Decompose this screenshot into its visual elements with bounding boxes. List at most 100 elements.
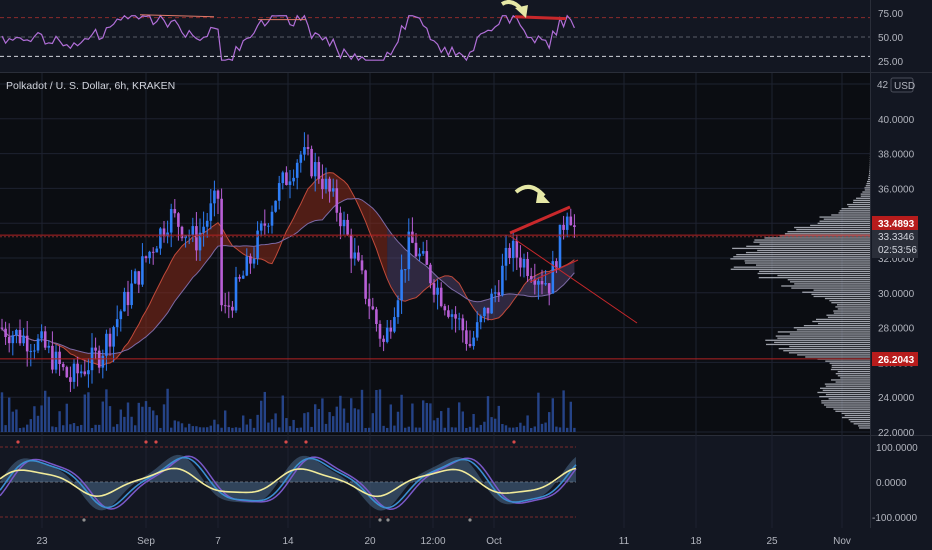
volume-bar (159, 427, 162, 432)
volume-bar (0, 392, 4, 432)
volume-profile-bar (833, 312, 870, 314)
candle-body (227, 305, 231, 307)
candle-body (414, 242, 418, 257)
volume-profile-bar (858, 425, 870, 427)
volume-bar (296, 427, 299, 432)
volume-profile-bar (841, 412, 870, 415)
volume-bar (144, 401, 148, 432)
candle-body (360, 260, 364, 271)
osc-signal-dot (284, 440, 288, 444)
volume-bar (76, 426, 79, 432)
candle-body (256, 230, 259, 259)
volume-bar (458, 402, 461, 432)
volume-bar (317, 408, 320, 432)
volume-profile-bar (777, 331, 870, 333)
price-tick-label: 40.0000 (878, 115, 915, 126)
volume-bar (364, 427, 367, 432)
volume-profile-bar (783, 350, 870, 352)
candle-body (504, 247, 508, 266)
volume-bar (569, 401, 572, 432)
candle-body (177, 213, 180, 227)
volume-profile-bar (840, 377, 870, 379)
volume-bar (386, 427, 389, 432)
volume-bar (508, 427, 511, 432)
candle-body (241, 275, 245, 279)
volume-profile-bar (826, 406, 870, 408)
volume-profile-bar (868, 174, 870, 176)
volume-bar (22, 427, 25, 432)
currency-label[interactable]: USD (894, 81, 915, 92)
time-tick-label: 14 (282, 536, 294, 547)
volume-bar (479, 424, 482, 432)
candle-body (180, 226, 184, 239)
volume-profile-bar (811, 293, 870, 295)
osc-signal-dot (82, 518, 86, 522)
candle-body (508, 247, 511, 259)
currency-button[interactable] (890, 77, 914, 93)
volume-bar (188, 423, 191, 432)
candle-body (432, 283, 436, 295)
oscillator-tick-label: 0.0000 (876, 478, 907, 489)
volume-profile-bar (745, 251, 870, 254)
candle-body (263, 223, 267, 226)
osc-signal-dot (468, 518, 472, 522)
candle-body (558, 224, 562, 269)
candle-body (234, 277, 238, 311)
volume-profile-bar (802, 291, 870, 293)
candle-body (144, 256, 148, 259)
volume-profile (730, 126, 870, 429)
volume-profile-bar (837, 370, 870, 373)
volume-bar (537, 392, 540, 432)
channel-trendline (529, 259, 579, 283)
volume-bar (476, 427, 479, 432)
candle-body (7, 337, 11, 344)
candle-body (454, 314, 457, 319)
candle-body (288, 181, 292, 185)
volume-profile-bar (825, 385, 870, 387)
volume-profile-bar (793, 327, 870, 329)
volume-bar (360, 389, 364, 432)
volume-profile-bar (869, 168, 870, 170)
time-tick-label: 11 (619, 536, 630, 547)
volume-bar (112, 426, 115, 432)
volume-profile-bar (777, 337, 870, 339)
volume-bar (126, 402, 130, 432)
candle-body (547, 283, 551, 294)
volume-profile-bar (833, 310, 870, 312)
volume-bar (490, 417, 493, 432)
candle-body (385, 327, 389, 342)
candle-body (465, 330, 468, 344)
volume-bar (544, 422, 547, 432)
candle-body (11, 335, 15, 344)
volume-profile-bar (774, 341, 870, 344)
candle-body (335, 188, 339, 213)
candle-body (76, 363, 79, 374)
volume-bar (285, 418, 288, 432)
volume-profile-bar (733, 266, 870, 268)
candle-body (36, 338, 40, 351)
ma-band-fill (387, 227, 575, 320)
volume-profile-bar (831, 302, 870, 304)
volume-bar (213, 419, 216, 432)
volume-profile-bar (868, 176, 870, 179)
volume-bar (227, 427, 230, 432)
candle-body (173, 209, 177, 214)
candle-body (421, 251, 425, 254)
volume-bar (353, 408, 356, 432)
price-tick-label: 30.0000 (878, 289, 915, 300)
volume-profile-bar (759, 243, 870, 245)
volume-profile-bar (823, 218, 870, 220)
volume-profile-bar (812, 320, 870, 323)
osc-fast-line (0, 467, 577, 498)
volume-profile-bar (831, 379, 870, 381)
volume-bar (429, 403, 432, 432)
chart-title[interactable]: Polkadot / U. S. Dollar, 6h, KRAKEN (6, 80, 175, 92)
volume-profile-bar (805, 356, 870, 358)
candle-body (565, 216, 569, 230)
volume-profile-bar (796, 228, 870, 231)
candle-body (529, 275, 533, 280)
volume-profile-bar (844, 414, 870, 417)
volume-bar (558, 427, 562, 432)
volume-bar (281, 395, 284, 432)
